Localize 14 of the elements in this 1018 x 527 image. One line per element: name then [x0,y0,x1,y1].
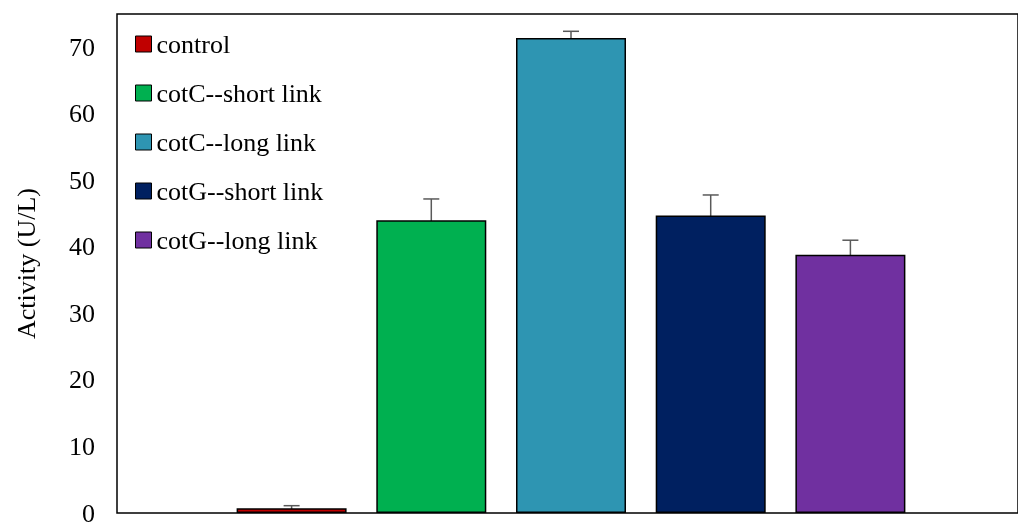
legend-label: control [156,29,231,59]
legend-label: cotC--short link [156,78,322,108]
y-tick-label: 70 [69,32,95,62]
y-tick-label: 10 [69,431,95,461]
legend-label: cotC--long link [156,127,317,157]
legend-label: cotG--long link [156,225,318,255]
legend-label: cotG--short link [156,176,324,206]
y-tick-label: 40 [69,232,95,262]
y-tick-label: 30 [69,298,95,328]
y-tick-label: 20 [69,365,95,395]
y-tick-label: 60 [69,99,95,129]
y-tick-label: 50 [69,165,95,195]
y-tick-label: 0 [82,498,95,527]
y-axis-title: Activity (U/L) [11,188,41,339]
